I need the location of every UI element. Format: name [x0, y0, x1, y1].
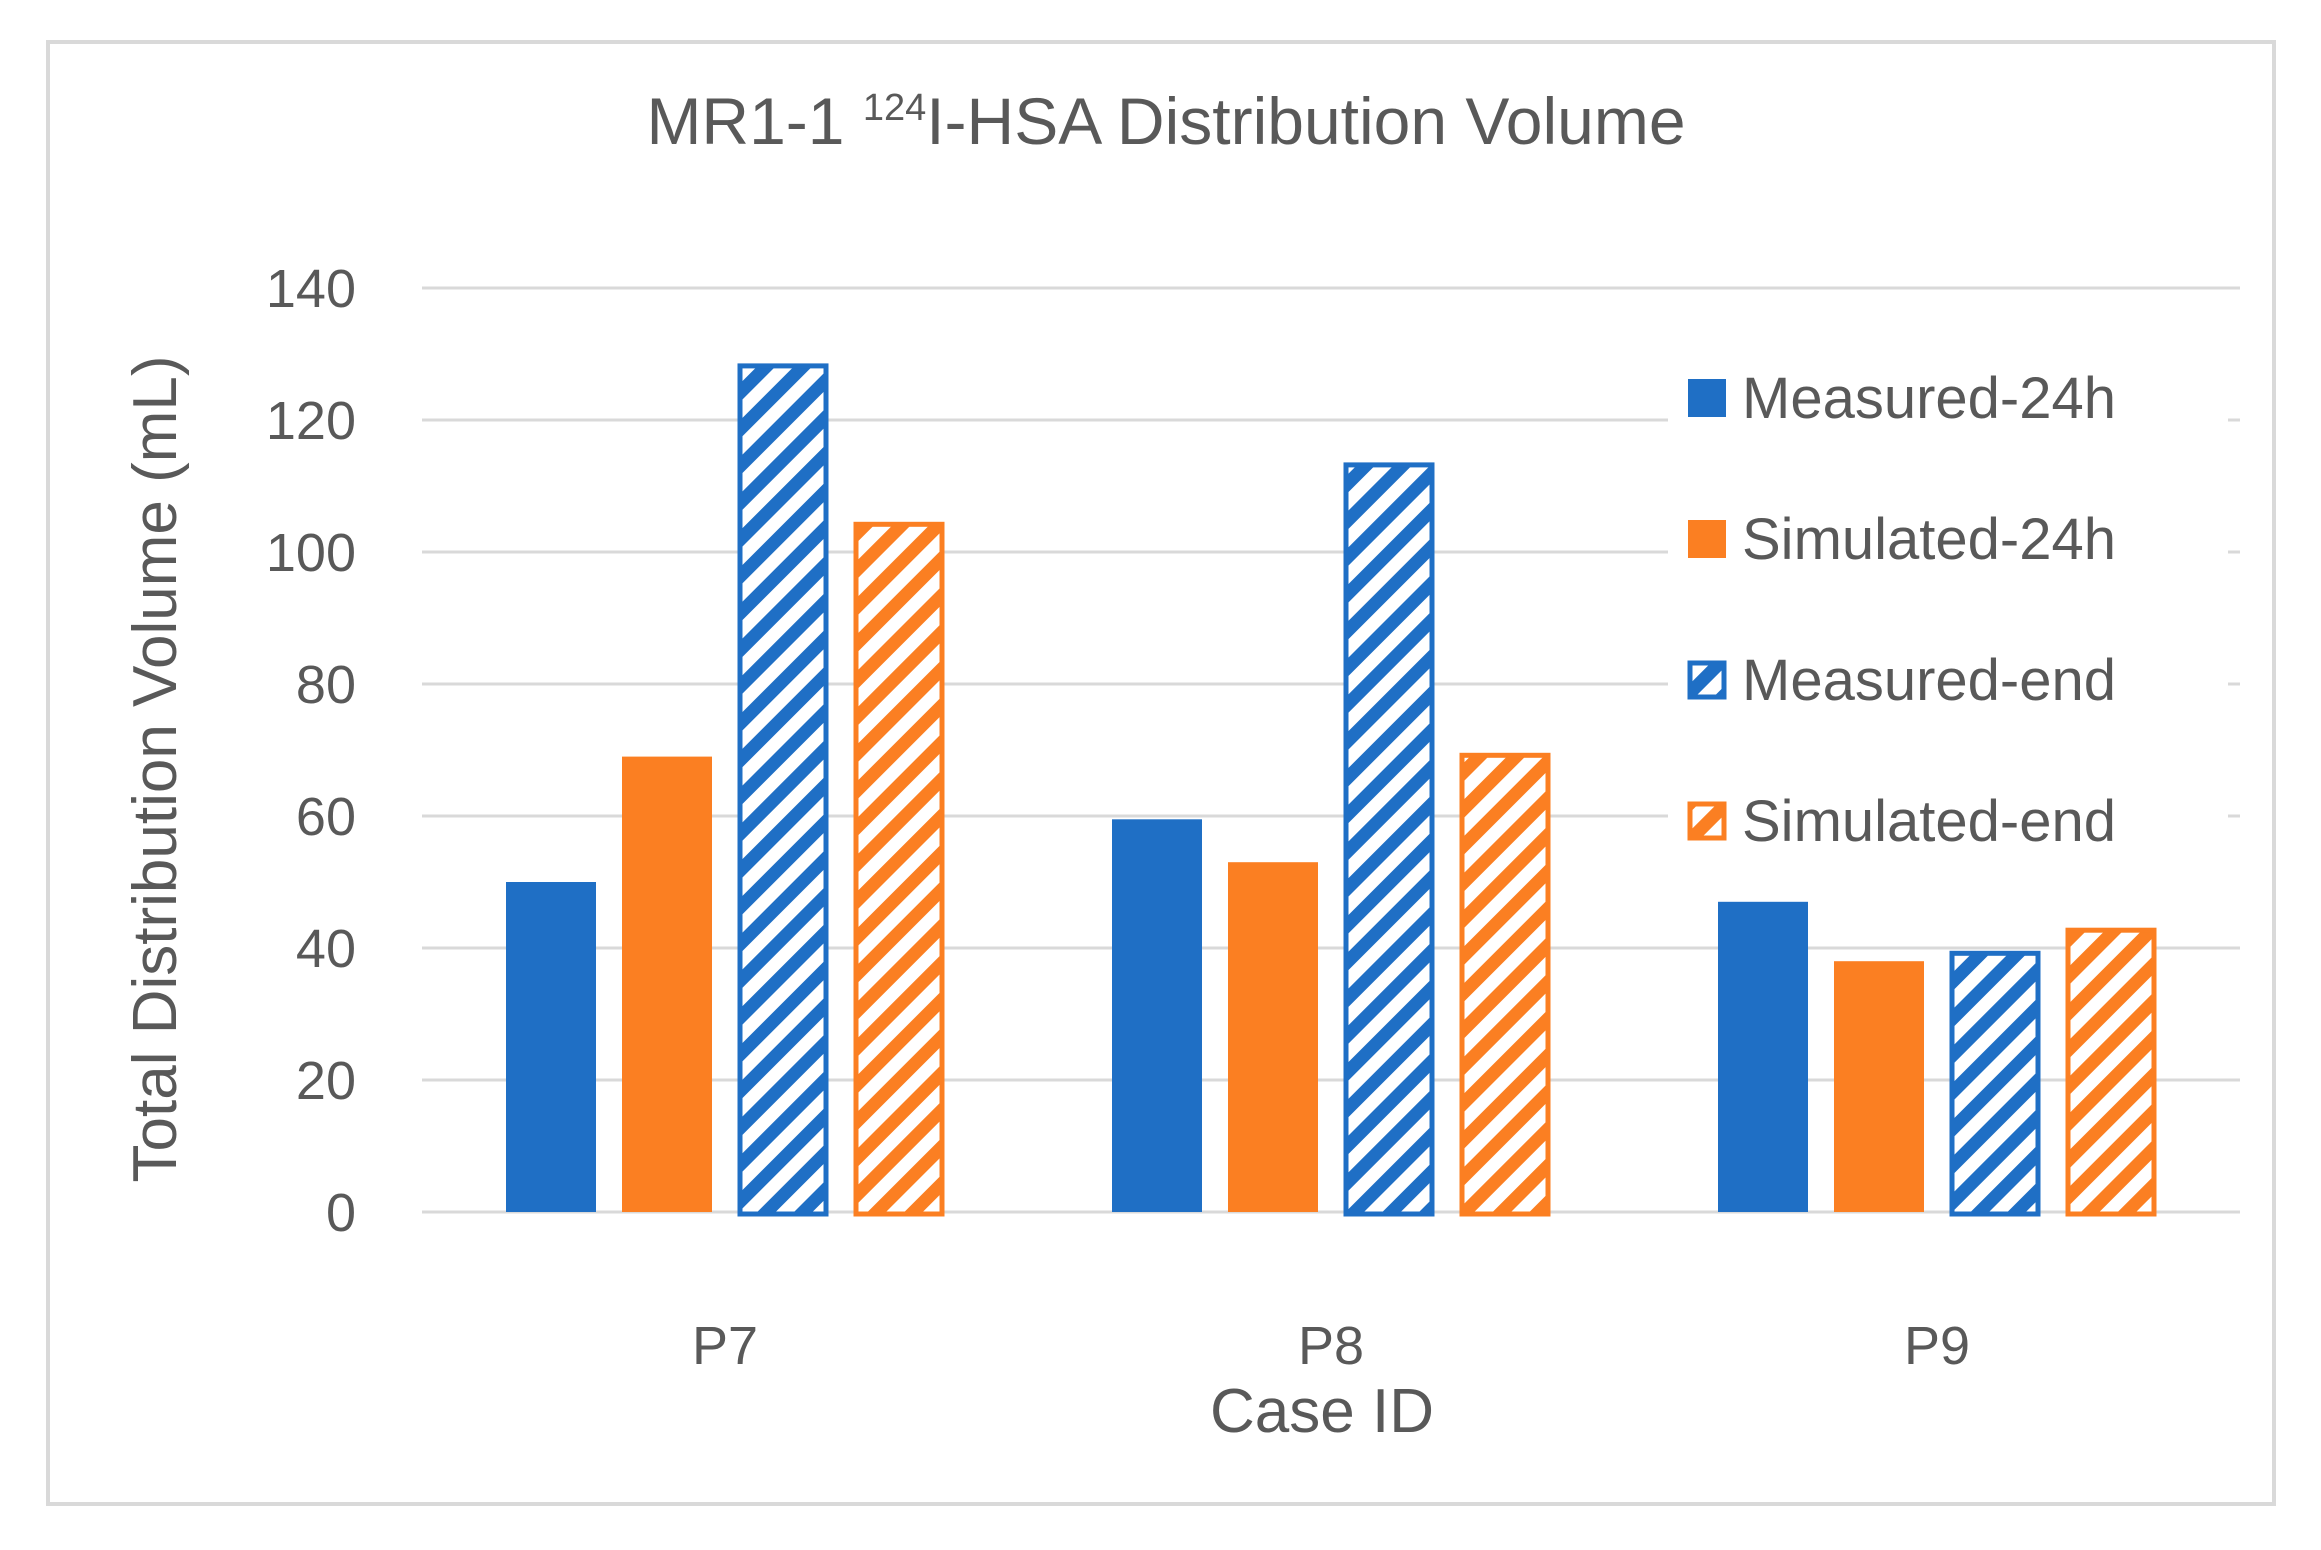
y-tick-label: 100 [266, 523, 356, 583]
x-axis-ticks: P7 P8 P9 [692, 1316, 1970, 1376]
bar-simulated-24h-p9 [1834, 961, 1924, 1212]
legend-swatch-simulated-24h [1688, 520, 1726, 558]
bar-measured-24h-p8 [1112, 819, 1202, 1212]
x-tick-label: P9 [1904, 1316, 1970, 1376]
bar-simulated-end-p8 [1459, 752, 1551, 1217]
y-axis-title: Total Distribution Volume (mL) [121, 356, 190, 1183]
bar-simulated-end-p9 [2065, 927, 2157, 1217]
chart-title: MR1-1 124I-HSA Distribution Volume [646, 84, 1685, 158]
legend-label: Simulated-24h [1742, 507, 2116, 572]
bar-measured-24h-p7 [506, 882, 596, 1212]
bars [506, 363, 2157, 1217]
legend-label: Simulated-end [1742, 789, 2116, 854]
y-tick-label: 0 [326, 1183, 356, 1243]
y-tick-label: 60 [296, 787, 356, 847]
bar-measured-end-p8 [1343, 462, 1435, 1217]
x-axis-title: Case ID [1210, 1377, 1434, 1446]
bar-simulated-24h-p8 [1228, 862, 1318, 1212]
legend-swatch-measured-24h [1688, 379, 1726, 417]
bar-simulated-24h-p7 [622, 756, 712, 1212]
bar-chart: MR1-1 124I-HSA Distribution Volume 0 20 40… [121, 84, 2240, 1446]
bar-measured-end-p9 [1949, 950, 2041, 1217]
x-tick-label: P8 [1298, 1316, 1364, 1376]
y-tick-label: 120 [266, 391, 356, 451]
chart-frame: MR1-1 124I-HSA Distribution Volume 0 20 40… [46, 40, 2276, 1506]
legend-swatch-measured-end [1687, 660, 1727, 700]
legend-background [1668, 382, 2228, 872]
y-tick-label: 40 [296, 919, 356, 979]
bar-measured-24h-p9 [1718, 901, 1808, 1212]
legend-label: Measured-24h [1742, 366, 2116, 431]
gridlines [422, 286, 2240, 1214]
bar-measured-end-p7 [737, 363, 829, 1217]
y-tick-label: 140 [266, 259, 356, 319]
bar-simulated-end-p7 [853, 521, 945, 1217]
legend-label: Measured-end [1742, 648, 2116, 713]
legend: Measured-24h Simulated-24h Measured-end Sim… [1668, 366, 2228, 872]
y-tick-label: 20 [296, 1051, 356, 1111]
legend-swatch-simulated-end [1687, 801, 1727, 841]
x-tick-label: P7 [692, 1316, 758, 1376]
y-axis-ticks: 0 20 40 60 80 100 120 140 [266, 259, 356, 1243]
y-tick-label: 80 [296, 655, 356, 715]
